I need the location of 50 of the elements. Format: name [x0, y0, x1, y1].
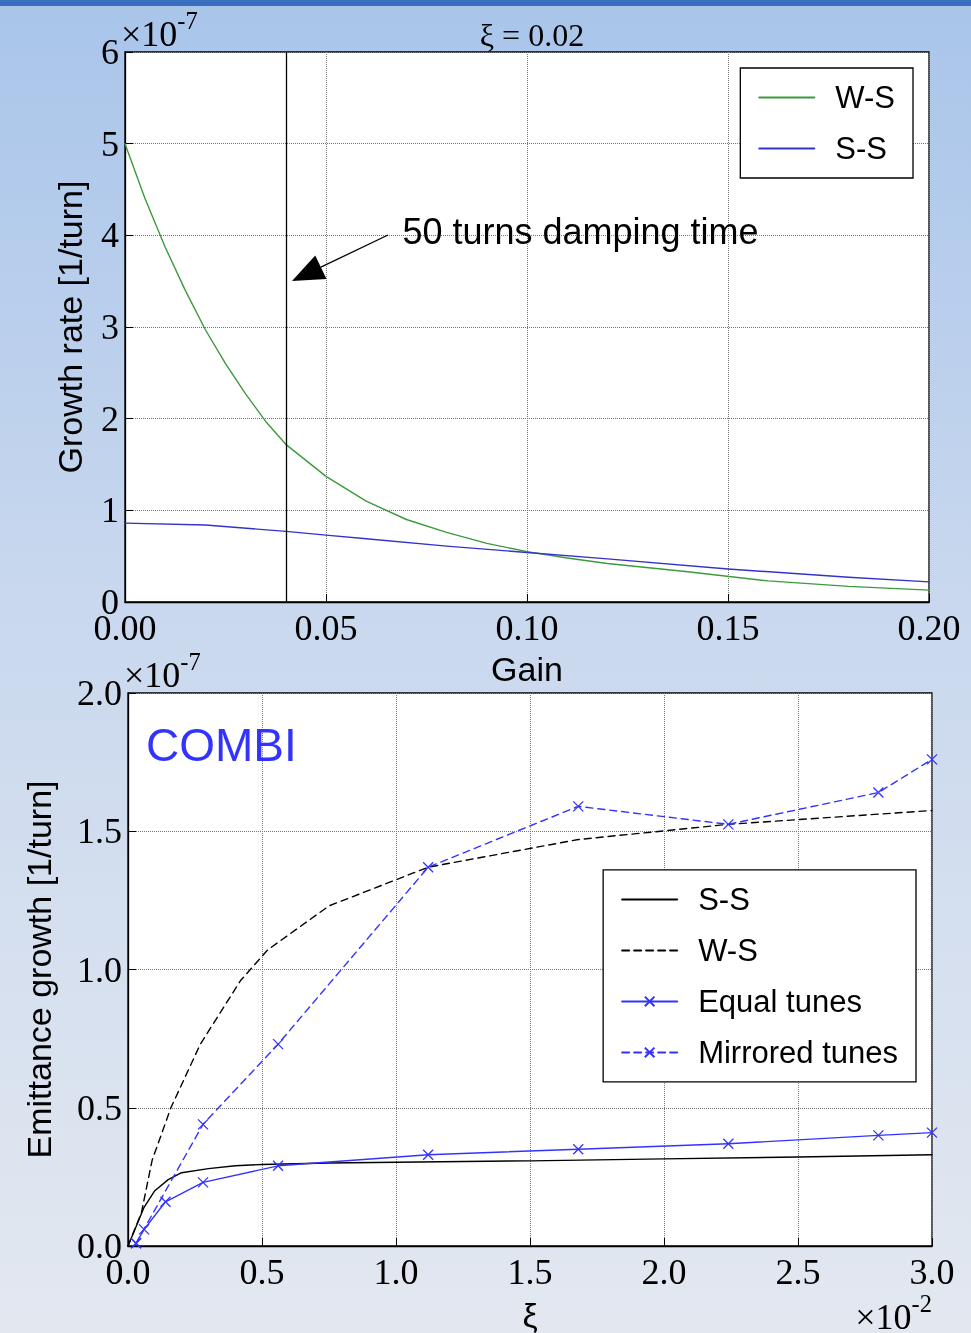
x-tick-label: 2.0 — [641, 1252, 687, 1292]
point — [197, 1118, 209, 1130]
chart-title: ξ = 0.02 — [479, 17, 585, 53]
point — [422, 861, 434, 873]
legend-label: Equal tunes — [698, 983, 862, 1019]
point — [926, 753, 938, 766]
y-tick-label: 3 — [101, 307, 119, 347]
point — [197, 1176, 209, 1189]
annotation: COMBI — [146, 719, 297, 771]
y-tick-label: 0.5 — [77, 1087, 122, 1128]
line-series — [124, 522, 930, 583]
y-tick-label: 1 — [101, 490, 119, 531]
y-tick-label: 1.0 — [77, 949, 122, 990]
x-tick-label: 3.0 — [909, 1252, 955, 1292]
x-tick-label: 0.05 — [294, 608, 358, 648]
point — [872, 1129, 885, 1142]
annotation: 50 turns damping time — [402, 210, 759, 252]
point — [272, 1160, 284, 1172]
legend-label: Mirrored tunes — [698, 1034, 899, 1070]
legend-label: S-S — [835, 131, 887, 166]
point — [572, 800, 584, 813]
x-tick-label: 1.0 — [373, 1252, 419, 1292]
x-tick-label: 2.5 — [775, 1252, 821, 1292]
point — [722, 1138, 734, 1150]
y-tick-label: 2.0 — [77, 673, 122, 713]
x-tick-label: 0.20 — [897, 608, 961, 648]
point — [422, 1149, 434, 1161]
x-axis-title: ξ — [522, 1296, 538, 1333]
y-axis-title: Emittance growth [1/turn] — [20, 780, 58, 1159]
y-tick-label: 6 — [101, 32, 119, 72]
point — [159, 1196, 172, 1208]
point — [872, 786, 885, 799]
y-tick-label: 2 — [101, 398, 119, 439]
x-tick-label: 1.5 — [507, 1252, 553, 1292]
point — [926, 1126, 938, 1139]
legend-label: S-S — [698, 881, 750, 917]
x-tick-label: 0.15 — [696, 608, 760, 648]
point — [138, 1223, 150, 1236]
y-tick-label: 5 — [101, 123, 119, 164]
legend-label: W-S — [698, 932, 758, 968]
y-axis-title: Growth rate [1/turn] — [51, 180, 89, 474]
x-tick-label: 0.5 — [239, 1252, 285, 1292]
x-axis-title: Gain — [491, 650, 563, 688]
y-tick-label: 4 — [101, 215, 119, 256]
point — [722, 818, 734, 830]
x-tick-label: 0.10 — [495, 608, 559, 648]
legend-label: W-S — [835, 80, 895, 115]
y-tick-label: 1.5 — [77, 811, 122, 852]
point — [272, 1038, 284, 1050]
point — [572, 1143, 584, 1155]
